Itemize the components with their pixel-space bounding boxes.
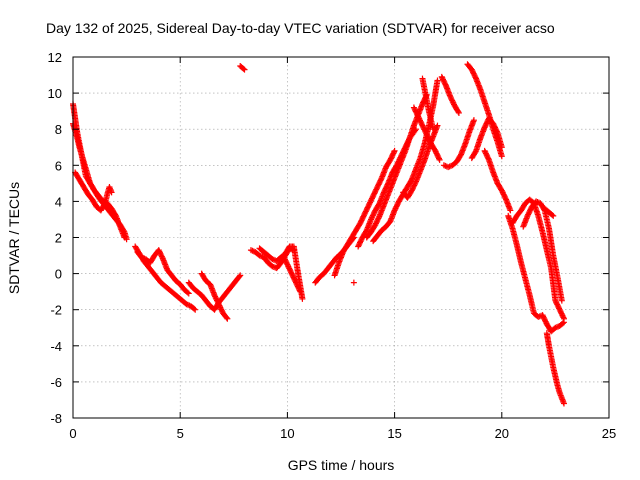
y-tick-label: 2 — [55, 231, 62, 246]
axis-ticks: 0 5 10 15 20 25 -8 -6 -4 -2 0 2 4 6 8 10 12 — [48, 50, 617, 441]
x-tick-label: 0 — [69, 426, 76, 441]
data-point — [391, 147, 398, 154]
x-tick-label: 20 — [495, 426, 509, 441]
x-tick-label: 25 — [602, 426, 616, 441]
data-point — [434, 122, 441, 129]
data-point — [237, 272, 244, 279]
data-point — [159, 254, 166, 261]
y-tick-label: 10 — [48, 86, 62, 101]
data-point — [375, 214, 382, 221]
data-point — [498, 153, 505, 160]
data-point — [470, 117, 477, 124]
grid — [73, 57, 609, 418]
data-point — [550, 212, 557, 219]
y-tick-label: 8 — [55, 122, 62, 137]
data-point — [296, 287, 303, 294]
data-point — [560, 314, 567, 321]
y-tick-label: -2 — [50, 303, 62, 318]
data-point — [485, 155, 492, 162]
y-tick-label: -4 — [50, 339, 62, 354]
y-tick-label: -8 — [50, 411, 62, 426]
data-point — [560, 400, 567, 407]
data-point — [493, 128, 500, 135]
data-point — [498, 144, 505, 151]
x-tick-label: 5 — [177, 426, 184, 441]
y-tick-label: 6 — [55, 158, 62, 173]
data-point — [436, 155, 443, 162]
data-point — [378, 176, 385, 183]
data-point — [240, 65, 247, 72]
x-tick-label: 15 — [387, 426, 401, 441]
data-point — [101, 201, 108, 208]
y-tick-label: 4 — [55, 194, 62, 209]
data-point — [241, 66, 248, 73]
data-point — [472, 149, 479, 156]
y-tick-label: 0 — [55, 267, 62, 282]
x-axis-label: GPS time / hours — [288, 457, 395, 473]
data-point — [185, 290, 192, 297]
data-point — [236, 273, 243, 280]
data-point — [455, 109, 462, 116]
data-point — [442, 81, 449, 88]
y-tick-label: -6 — [50, 375, 62, 390]
data-point — [559, 320, 566, 327]
data-point — [223, 314, 230, 321]
data-point — [108, 189, 115, 196]
data-point — [442, 162, 449, 169]
data-point — [191, 305, 198, 312]
data-point — [502, 195, 509, 202]
x-tick-label: 10 — [280, 426, 294, 441]
data-point — [549, 211, 556, 218]
data-point — [507, 207, 514, 214]
data-point — [455, 108, 462, 115]
data-point — [472, 74, 479, 81]
y-axis-label: SDTVAR / TECUs — [6, 182, 22, 294]
data-point — [350, 279, 357, 286]
data-point — [560, 315, 567, 322]
data-points — [70, 61, 567, 407]
data-point — [120, 227, 127, 234]
data-point — [558, 297, 565, 304]
data-point — [299, 295, 306, 302]
y-tick-label: 12 — [48, 50, 62, 65]
chart-title: Day 132 of 2025, Sidereal Day-to-day VTE… — [46, 20, 555, 36]
data-point — [412, 179, 419, 186]
data-point — [123, 236, 130, 243]
data-point — [184, 289, 191, 296]
data-point — [192, 306, 199, 313]
data-point — [434, 77, 441, 84]
data-point — [390, 149, 397, 156]
data-point — [430, 126, 437, 133]
data-point — [224, 315, 231, 322]
data-point — [297, 288, 304, 295]
data-point — [436, 156, 443, 163]
